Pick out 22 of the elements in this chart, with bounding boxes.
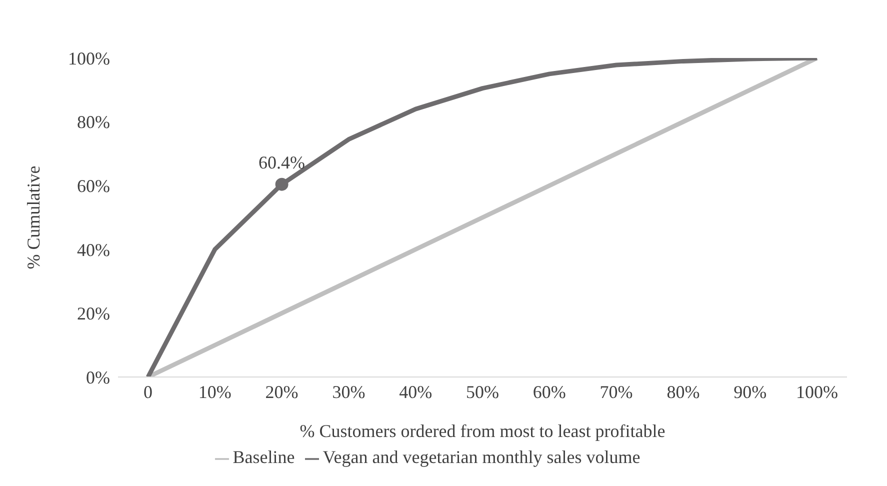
y-tick-label: 0% bbox=[86, 367, 110, 388]
y-tick-label: 80% bbox=[77, 112, 110, 132]
y-tick-label: 20% bbox=[77, 304, 110, 324]
x-tick-label: 30% bbox=[332, 382, 366, 402]
legend-label: Vegan and vegetarian monthly sales volume bbox=[322, 447, 640, 467]
x-tick-label: 50% bbox=[466, 382, 499, 402]
x-tick-label: 90% bbox=[734, 382, 767, 402]
x-tick-label: 0 bbox=[144, 382, 152, 402]
y-axis-title: % Cumulative bbox=[23, 166, 44, 270]
x-tick-label: 70% bbox=[600, 382, 633, 402]
x-tick-label: 40% bbox=[399, 382, 432, 402]
x-tick-label: 100% bbox=[796, 382, 838, 402]
legend-label: Baseline bbox=[232, 447, 295, 467]
x-axis-title: % Customers ordered from most to least profitable bbox=[300, 421, 666, 441]
x-tick-label: 60% bbox=[532, 382, 566, 402]
y-tick-label: 40% bbox=[77, 240, 110, 260]
y-tick-label: 100% bbox=[68, 48, 110, 68]
x-tick-label: 20% bbox=[265, 382, 298, 402]
x-tick-label: 10% bbox=[198, 382, 232, 402]
y-tick-label: 60% bbox=[77, 176, 110, 196]
x-tick-label: 80% bbox=[666, 382, 700, 402]
annotation: 60.4% bbox=[258, 152, 306, 172]
